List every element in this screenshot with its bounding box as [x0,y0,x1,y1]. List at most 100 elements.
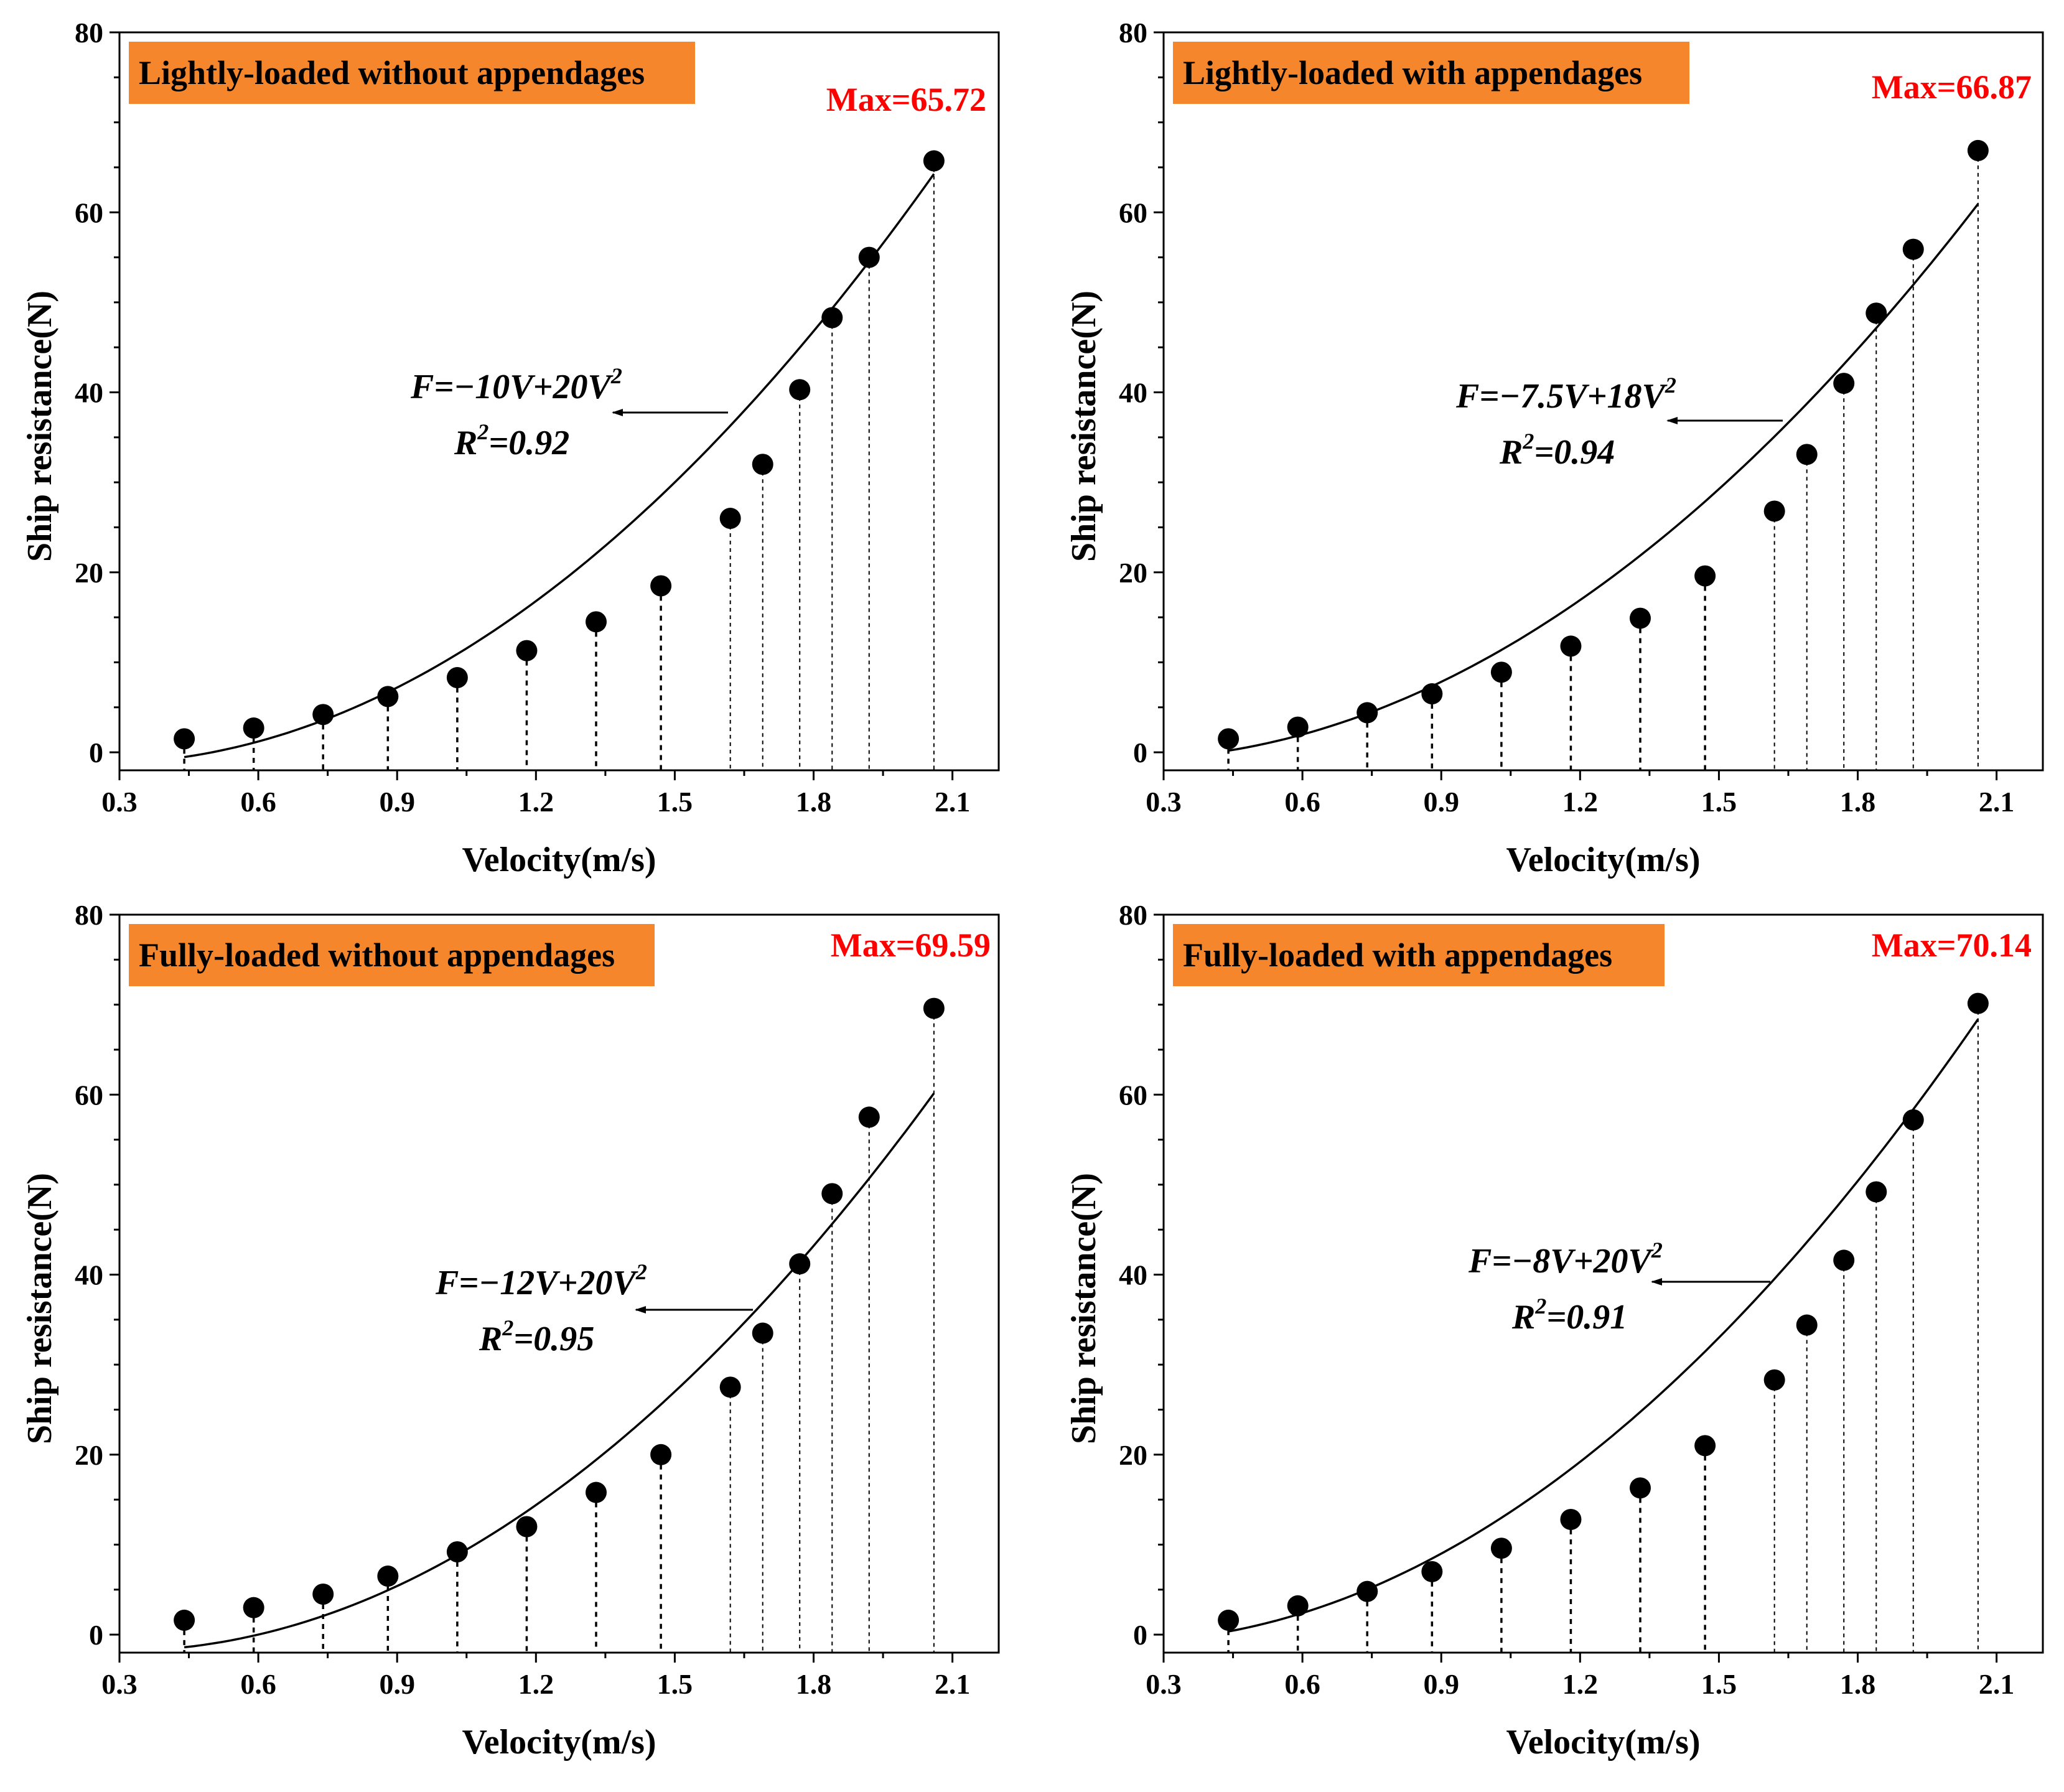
data-point [1287,716,1309,738]
data-point [1833,373,1855,394]
chart-panel-3: 0.3 0.6 0.9 1.2 1.5 1.8 2.1 0 20 40 60 80 Velocity(m… [21,899,1000,1762]
x-axis-title: Velocity(m/s) [1506,841,1700,879]
r-symbol: R [1499,433,1523,472]
title-box [1173,42,1689,104]
x-tick-label: 0.9 [1423,1668,1459,1700]
y-tick-label: 20 [1119,1439,1147,1471]
data-point [1763,1369,1785,1391]
x-tick-label: 0.3 [1146,1668,1182,1700]
x-tick-label: 1.5 [657,1668,693,1700]
max-label: Max=65.72 [826,81,986,118]
max-label: Max=69.59 [831,926,991,964]
equation-exponent: 2 [610,363,622,388]
data-point [789,379,811,401]
y-tick-label: 0 [89,737,103,768]
panel-title: Fully-loaded with appendages [1183,936,1612,974]
x-tick-label: 1.8 [796,1668,832,1700]
fit-equation: F=−7.5V+18V2 [1455,373,1676,416]
r-symbol: R [479,1320,502,1358]
data-point [1694,1435,1716,1457]
y-tick-label: 60 [1119,197,1147,228]
r-exponent: 2 [477,419,488,444]
plot-frame [1162,31,2044,772]
data-point [1560,635,1582,657]
x-axis-title: Velocity(m/s) [1506,1723,1700,1762]
max-label: Max=70.14 [1872,926,2032,964]
data-point [1490,1538,1512,1559]
data-point [174,728,195,750]
fit-curve [184,173,935,758]
chart-panel-2: 0.3 0.6 0.9 1.2 1.5 1.8 2.1 0 20 40 60 80 Velocity(m… [1065,17,2044,879]
y-axis-title: Ship resistance(N) [21,1173,59,1444]
data-point [1796,444,1818,465]
x-tick-label: 1.5 [1701,1668,1737,1700]
x-tick-label: 2.1 [1979,1668,2015,1700]
fit-curve [1228,1018,1979,1633]
data-point [1218,1609,1240,1631]
x-tick-label: 0.6 [240,1668,276,1700]
fit-curve [1228,203,1979,752]
data-point [1421,683,1443,705]
data-point [1357,702,1378,724]
r-squared: R2=0.95 [479,1315,594,1358]
data-point [377,1566,399,1587]
equation-exponent: 2 [1651,1238,1663,1262]
chart-panel-1: 0.3 0.6 0.9 1.2 1.5 1.8 2.1 0 20 40 60 80 Velocity(m… [21,17,1000,879]
data-point [752,1322,773,1344]
data-point [585,1482,607,1503]
data-point [1421,1561,1443,1582]
data-point [1902,238,1924,260]
equation-main: F=−7.5V+18V [1455,377,1668,416]
title-box [129,42,695,104]
x-tick-label: 1.2 [1562,786,1599,818]
data-point [446,1541,468,1563]
fit-equation: F=−10V+20V2 [410,363,622,406]
data-point [752,454,773,475]
x-tick-label: 0.6 [240,786,276,818]
data-point [719,1376,741,1398]
data-point [858,246,880,268]
y-tick-label: 80 [75,899,103,931]
data-point [1763,500,1785,522]
x-tick-label: 0.6 [1284,1668,1320,1700]
r-value: =0.94 [1534,433,1615,472]
data-point [585,611,607,633]
data-point [1866,1181,1887,1203]
y-tick-label: 40 [1119,1259,1147,1291]
plot-frame [118,913,1000,1654]
x-tick-label: 0.3 [1146,786,1182,818]
y-tick-label: 80 [75,17,103,49]
r-squared: R2=0.91 [1511,1294,1627,1337]
x-tick-label: 1.5 [1701,786,1737,818]
y-tick-label: 0 [1133,1619,1147,1651]
data-point [923,997,945,1019]
data-point [1490,661,1512,683]
data-point [1796,1314,1818,1336]
x-axis-title: Velocity(m/s) [462,1723,656,1762]
fit-equation: F=−12V+20V2 [435,1259,647,1302]
plot-frame [118,31,1000,772]
data-point [1902,1109,1924,1131]
x-tick-label: 1.2 [1562,1668,1599,1700]
data-point [516,640,538,661]
data-point [1218,728,1240,750]
y-tick-label: 0 [1133,737,1147,768]
data-point [858,1106,880,1128]
x-tick-label: 1.8 [1840,1668,1876,1700]
data-point [789,1253,811,1275]
y-tick-label: 80 [1119,17,1147,49]
data-point [516,1516,538,1538]
r-exponent: 2 [502,1315,513,1340]
title-box [129,924,655,986]
y-tick-label: 60 [75,1079,103,1111]
chart-panel-4: 0.3 0.6 0.9 1.2 1.5 1.8 2.1 0 20 40 60 80 Velocity(m… [1065,899,2044,1762]
data-point [1967,139,1989,161]
y-tick-label: 20 [75,1439,103,1471]
data-point [1967,992,1989,1014]
r-value: =0.92 [488,424,569,462]
x-tick-label: 0.9 [1423,786,1459,818]
data-point [650,1444,672,1465]
x-tick-label: 1.8 [796,786,832,818]
y-tick-label: 40 [75,377,103,409]
